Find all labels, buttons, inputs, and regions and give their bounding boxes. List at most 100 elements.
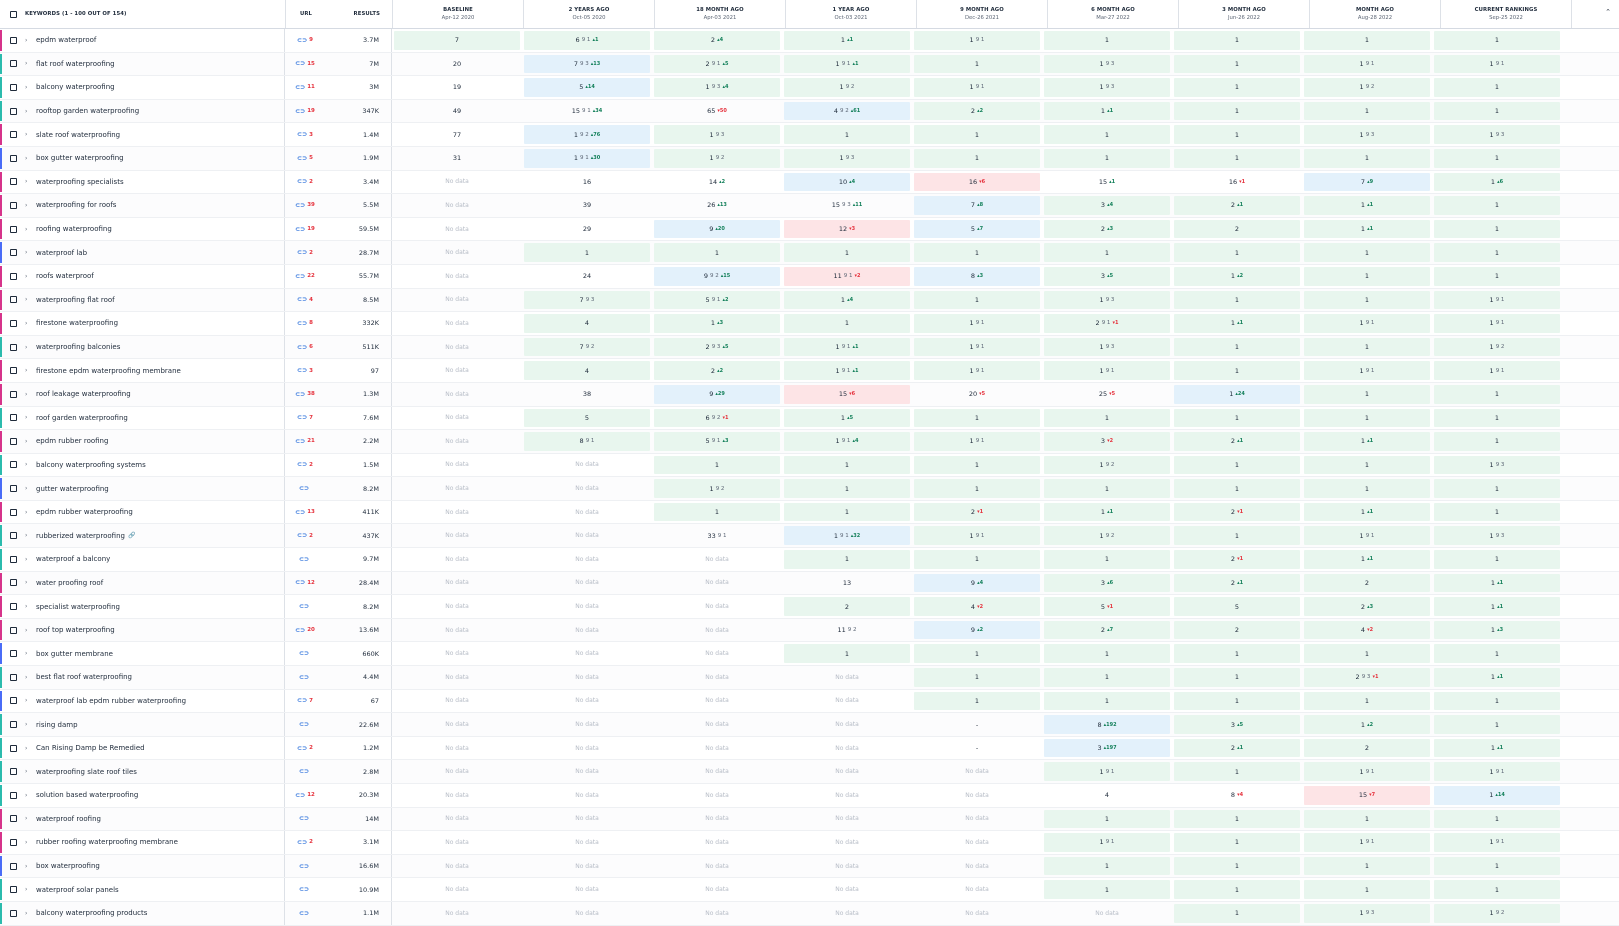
expand-chevron-icon[interactable]: ›: [25, 319, 28, 327]
url-cell[interactable]: ⊂⊃ 12: [285, 784, 325, 807]
url-cell[interactable]: ⊂⊃ 3: [285, 359, 325, 382]
expand-chevron-icon[interactable]: ›: [25, 579, 28, 587]
row-checkbox[interactable]: [10, 107, 17, 115]
keyword-text[interactable]: epdm rubber waterproofing: [36, 508, 133, 517]
url-cell[interactable]: ⊂⊃ 12: [285, 572, 325, 595]
chevron-up-icon[interactable]: ⌃: [1605, 8, 1611, 16]
expand-chevron-icon[interactable]: ›: [25, 768, 28, 776]
keyword-text[interactable]: rooftop garden waterproofing: [36, 107, 140, 116]
url-link-icon[interactable]: ⊂⊃: [297, 461, 308, 469]
row-checkbox[interactable]: [10, 249, 17, 257]
url-link-icon[interactable]: ⊂⊃: [298, 555, 310, 563]
row-checkbox[interactable]: [10, 485, 17, 493]
expand-chevron-icon[interactable]: ›: [25, 721, 28, 729]
url-link-icon[interactable]: ⊂⊃: [297, 131, 308, 139]
link-icon[interactable]: 🔗: [127, 532, 136, 540]
expand-chevron-icon[interactable]: ›: [25, 437, 28, 445]
expand-chevron-icon[interactable]: ›: [25, 225, 28, 233]
table-row[interactable]: › waterproofing balconies ⊂⊃ 6 511K No data 7 9…: [0, 335, 1619, 360]
url-link-icon[interactable]: ⊂⊃: [297, 744, 308, 752]
table-row[interactable]: › slate roof waterproofing ⊂⊃ 3 1.4M 77 1 9 2 ▴7…: [0, 123, 1619, 147]
url-link-icon[interactable]: ⊂⊃: [297, 249, 308, 257]
table-row[interactable]: › waterproofing flat roof ⊂⊃ 4 8.5M No data 7 9…: [0, 288, 1619, 313]
url-link-icon[interactable]: ⊂⊃: [298, 862, 310, 870]
table-row[interactable]: › balcony waterproofing systems ⊂⊃ 2 1.5M No …: [0, 453, 1619, 478]
expand-chevron-icon[interactable]: ›: [25, 296, 28, 304]
url-link-icon[interactable]: ⊂⊃: [298, 815, 310, 823]
url-link-icon[interactable]: ⊂⊃: [295, 83, 306, 91]
keyword-text[interactable]: best flat roof waterproofing: [36, 673, 132, 682]
expand-chevron-icon[interactable]: ›: [25, 131, 28, 139]
row-checkbox[interactable]: [10, 862, 17, 870]
url-link-icon[interactable]: ⊂⊃: [295, 791, 306, 799]
url-cell[interactable]: ⊂⊃ 19: [285, 100, 325, 123]
keyword-text[interactable]: water proofing roof: [36, 578, 104, 587]
expand-chevron-icon[interactable]: ›: [25, 744, 28, 752]
keyword-text[interactable]: firestone waterproofing: [36, 319, 119, 328]
row-checkbox[interactable]: [10, 838, 17, 846]
keyword-text[interactable]: roof garden waterproofing: [36, 413, 128, 422]
keyword-text[interactable]: box gutter waterproofing: [36, 154, 124, 163]
table-row[interactable]: › waterproofing slate roof tiles ⊂⊃ 2.8M No …: [0, 760, 1619, 784]
table-row[interactable]: › balcony waterproofing products ⊂⊃ 1.1M No …: [0, 901, 1619, 926]
row-checkbox[interactable]: [10, 461, 17, 469]
url-link-icon[interactable]: ⊂⊃: [295, 626, 306, 634]
keyword-text[interactable]: waterproof lab: [36, 248, 88, 257]
url-link-icon[interactable]: ⊂⊃: [298, 721, 310, 729]
column-header-1[interactable]: 2 YEARS AGO Oct-05 2020: [524, 0, 655, 28]
row-checkbox[interactable]: [10, 697, 17, 705]
table-row[interactable]: › waterproofing for roofs ⊂⊃ 39 5.5M No data 3…: [0, 194, 1619, 218]
url-link-icon[interactable]: ⊂⊃: [297, 532, 308, 540]
table-row[interactable]: › best flat roof waterproofing ⊂⊃ 4.4M No da…: [0, 666, 1619, 690]
table-row[interactable]: › waterproof roofing ⊂⊃ 14M No data No data No…: [0, 807, 1619, 832]
keyword-text[interactable]: balcony waterproofing products: [36, 909, 148, 918]
url-cell[interactable]: ⊂⊃ 8: [285, 312, 325, 335]
url-cell[interactable]: ⊂⊃ 2: [285, 171, 325, 194]
table-row[interactable]: › flat roof waterproofing ⊂⊃ 15 7M 20 7 9 3 ▴13 2…: [0, 52, 1619, 77]
row-checkbox[interactable]: [10, 508, 17, 516]
row-checkbox[interactable]: [10, 626, 17, 634]
keyword-text[interactable]: solution based waterproofing: [36, 791, 139, 800]
table-row[interactable]: › specialist waterproofing ⊂⊃ 8.2M No data No…: [0, 595, 1619, 619]
table-row[interactable]: › solution based waterproofing ⊂⊃ 12 20.3M No…: [0, 784, 1619, 808]
expand-chevron-icon[interactable]: ›: [25, 201, 28, 209]
row-checkbox[interactable]: [10, 768, 17, 776]
url-cell[interactable]: ⊂⊃: [285, 595, 325, 618]
url-link-icon[interactable]: ⊂⊃: [297, 367, 308, 375]
url-link-icon[interactable]: ⊂⊃: [297, 343, 308, 351]
keyword-text[interactable]: waterproofing balconies: [36, 343, 121, 352]
expand-chevron-icon[interactable]: ›: [25, 367, 28, 375]
keyword-text[interactable]: gutter waterproofing: [36, 484, 109, 493]
table-row[interactable]: › roof garden waterproofing ⊂⊃ 7 7.6M No data…: [0, 406, 1619, 431]
table-row[interactable]: › gutter waterproofing ⊂⊃ 8.2M No data No dat…: [0, 477, 1619, 501]
expand-chevron-icon[interactable]: ›: [25, 555, 28, 563]
row-checkbox[interactable]: [10, 579, 17, 587]
column-header-4[interactable]: 9 MONTH AGO Dec-26 2021: [917, 0, 1048, 28]
url-cell[interactable]: ⊂⊃ 22: [285, 265, 325, 288]
column-header-8[interactable]: CURRENT RANKINGS Sep-25 2022: [1441, 0, 1572, 28]
table-row[interactable]: › Can Rising Damp be Remedied ⊂⊃ 2 1.2M No da…: [0, 736, 1619, 761]
row-checkbox[interactable]: [10, 603, 17, 611]
expand-chevron-icon[interactable]: ›: [25, 414, 28, 422]
url-cell[interactable]: ⊂⊃ 38: [285, 383, 325, 406]
keyword-text[interactable]: rising damp: [36, 720, 78, 729]
keyword-text[interactable]: Can Rising Damp be Remedied: [36, 744, 145, 753]
url-cell[interactable]: ⊂⊃ 2: [285, 737, 325, 760]
keyword-text[interactable]: waterproofing for roofs: [36, 201, 117, 210]
url-cell[interactable]: ⊂⊃ 4: [285, 289, 325, 312]
url-link-icon[interactable]: ⊂⊃: [295, 508, 306, 516]
url-cell[interactable]: ⊂⊃ 20: [285, 619, 325, 642]
url-link-icon[interactable]: ⊂⊃: [297, 838, 308, 846]
url-link-icon[interactable]: ⊂⊃: [297, 178, 308, 186]
keyword-text[interactable]: box gutter membrane: [36, 649, 113, 658]
row-checkbox[interactable]: [10, 60, 17, 68]
table-row[interactable]: › balcony waterproofing ⊂⊃ 11 3M 19 5 ▴14 1 9 3 ▴4…: [0, 76, 1619, 100]
url-link-icon[interactable]: ⊂⊃: [297, 36, 308, 44]
row-checkbox[interactable]: [10, 272, 17, 280]
column-header-2[interactable]: 18 MONTH AGO Apr-03 2021: [655, 0, 786, 28]
row-checkbox[interactable]: [10, 201, 17, 209]
url-link-icon[interactable]: ⊂⊃: [295, 107, 306, 115]
url-link-icon[interactable]: ⊂⊃: [298, 673, 310, 681]
url-cell[interactable]: ⊂⊃ 19: [285, 218, 325, 241]
table-row[interactable]: › waterproof a balcony ⊂⊃ 9.7M No data No dat…: [0, 548, 1619, 572]
